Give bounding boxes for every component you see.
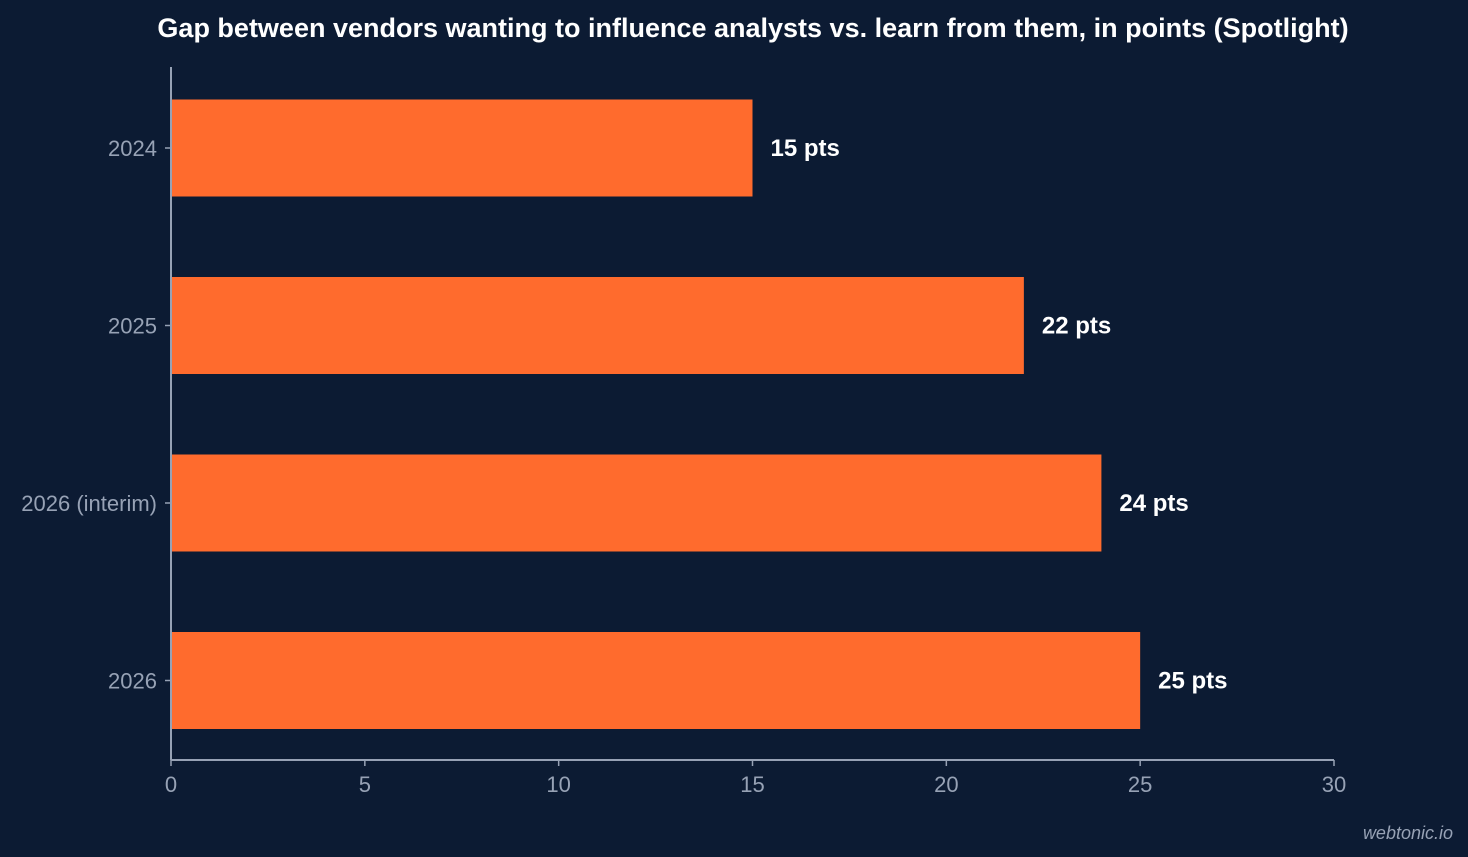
data-label: 25 pts (1158, 668, 1227, 695)
data-labels-group: 15 pts 22 pts 24 pts 25 pts (771, 135, 1228, 695)
credit-text: webtonic.io (1363, 823, 1453, 843)
bars-group (171, 99, 1141, 729)
y-tick-label: 2026 (108, 669, 157, 694)
data-label: 15 pts (771, 135, 840, 162)
bar (171, 277, 1024, 374)
bar (171, 454, 1102, 552)
data-label: 22 pts (1042, 313, 1111, 340)
x-axis: 0 5 10 15 20 25 30 (165, 759, 1346, 797)
x-tick-label: 20 (934, 772, 958, 797)
x-tick-label: 15 (740, 772, 764, 797)
bar (171, 632, 1141, 729)
x-tick-label: 0 (165, 772, 177, 797)
chart-title: Gap between vendors wanting to influence… (157, 13, 1348, 43)
y-tick-label: 2026 (interim) (21, 491, 157, 516)
y-axis: 2024 2025 2026 (interim) 2026 (21, 67, 172, 760)
bar (171, 99, 753, 197)
x-tick-label: 10 (546, 772, 570, 797)
data-label: 24 pts (1119, 490, 1188, 517)
y-tick-label: 2024 (108, 136, 157, 161)
x-tick-label: 5 (359, 772, 371, 797)
x-tick-label: 25 (1128, 772, 1152, 797)
x-tick-label: 30 (1322, 772, 1346, 797)
y-tick-label: 2025 (108, 314, 157, 339)
